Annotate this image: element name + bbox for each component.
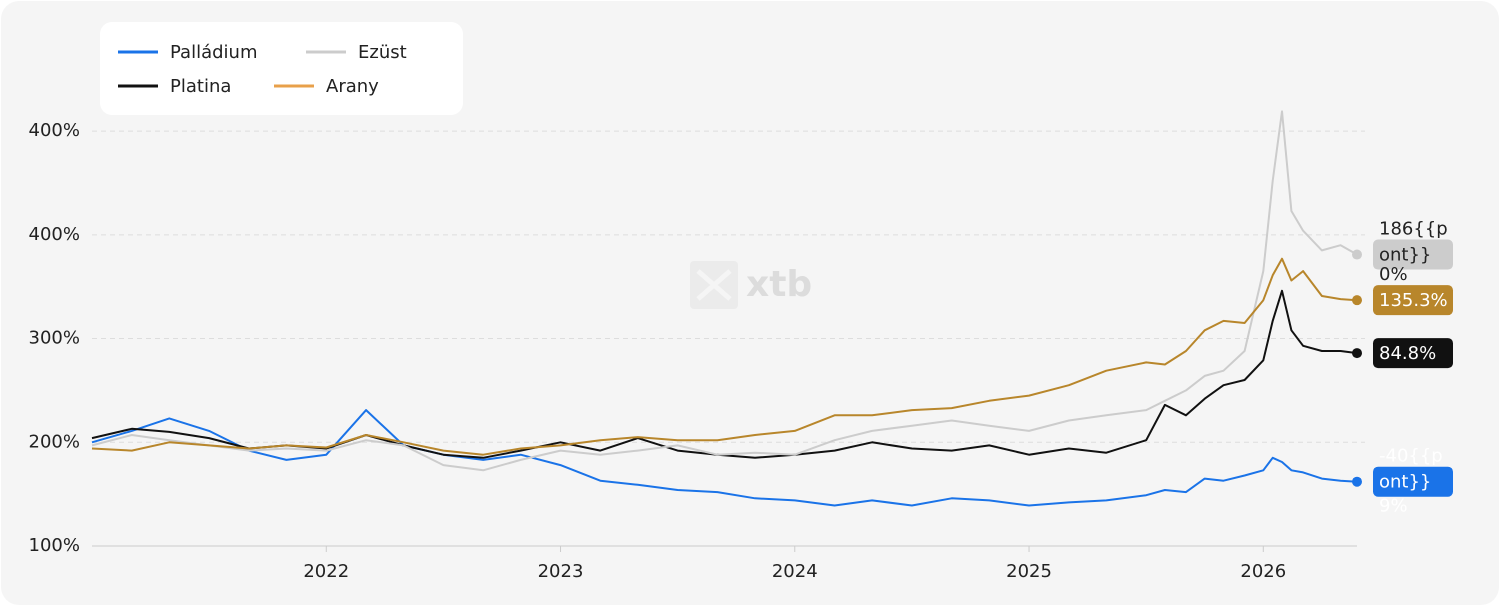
end-label-above: 186{{p — [1379, 219, 1448, 240]
legend-box — [100, 22, 463, 115]
end-point — [1352, 476, 1362, 487]
x-tick-label: 2025 — [1006, 561, 1052, 582]
end-label-above: -40{{p — [1379, 446, 1443, 467]
end-label-badge — [1373, 239, 1453, 270]
y-tick-label: 300% — [29, 328, 80, 349]
legend-label: Arany — [326, 76, 379, 97]
watermark-logo — [690, 261, 738, 309]
x-tick-label: 2024 — [772, 561, 818, 582]
series-line — [91, 110, 1358, 472]
x-tick-label: 2023 — [538, 561, 584, 582]
end-point — [1352, 348, 1362, 359]
x-tick-label: 2022 — [303, 561, 349, 582]
watermark: xtb — [746, 264, 812, 305]
end-point — [1352, 249, 1362, 260]
end-label: 135.3% — [1379, 290, 1448, 311]
x-tick-label: 2026 — [1240, 561, 1286, 582]
legend-label: Platina — [170, 76, 231, 97]
end-label: ont}} — [1379, 472, 1431, 493]
y-tick-label: 200% — [29, 431, 80, 452]
end-point — [1352, 295, 1362, 306]
legend-label: Ezüst — [358, 42, 407, 63]
series-line — [91, 257, 1358, 456]
end-label-above: 0% — [1379, 264, 1408, 285]
end-label: ont}} — [1379, 245, 1431, 266]
end-label: 84.8% — [1379, 343, 1436, 364]
y-tick-label: 400% — [29, 224, 80, 245]
end-label-below: 9% — [1379, 496, 1408, 517]
y-tick-label: 400% — [29, 120, 80, 141]
y-tick-label: 100% — [29, 535, 80, 556]
end-label-badge — [1373, 466, 1453, 497]
end-label-badge — [1373, 285, 1453, 316]
series-line — [91, 409, 1358, 507]
end-label-badge — [1373, 338, 1453, 369]
legend-label: Palládium — [170, 42, 257, 63]
